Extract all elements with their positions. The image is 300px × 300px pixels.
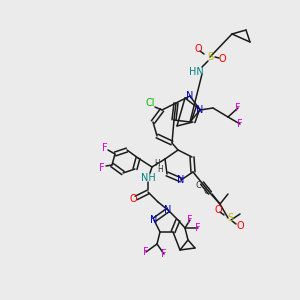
Text: C: C (195, 181, 201, 190)
Text: H: H (154, 158, 160, 167)
Text: F: F (187, 215, 193, 225)
Text: F: F (143, 247, 149, 257)
Text: F: F (195, 223, 201, 233)
Text: O: O (129, 194, 137, 204)
Text: F: F (99, 163, 105, 173)
Text: F: F (102, 143, 108, 153)
Text: F: F (237, 119, 243, 129)
Text: O: O (214, 205, 222, 215)
Text: NH: NH (141, 173, 155, 183)
Text: F: F (235, 103, 241, 113)
Text: O: O (194, 44, 202, 54)
Text: H: H (157, 166, 163, 175)
Text: N: N (150, 215, 158, 225)
Text: O: O (236, 221, 244, 231)
Text: N: N (196, 105, 204, 115)
Text: F: F (161, 249, 167, 259)
Text: S: S (207, 52, 213, 62)
Text: HN: HN (189, 67, 203, 77)
Text: Cl: Cl (145, 98, 155, 108)
Text: C: C (203, 187, 209, 196)
Text: S: S (227, 213, 233, 223)
Text: N: N (186, 91, 194, 101)
Text: O: O (218, 54, 226, 64)
Text: N: N (177, 175, 185, 185)
Text: N: N (164, 205, 172, 215)
